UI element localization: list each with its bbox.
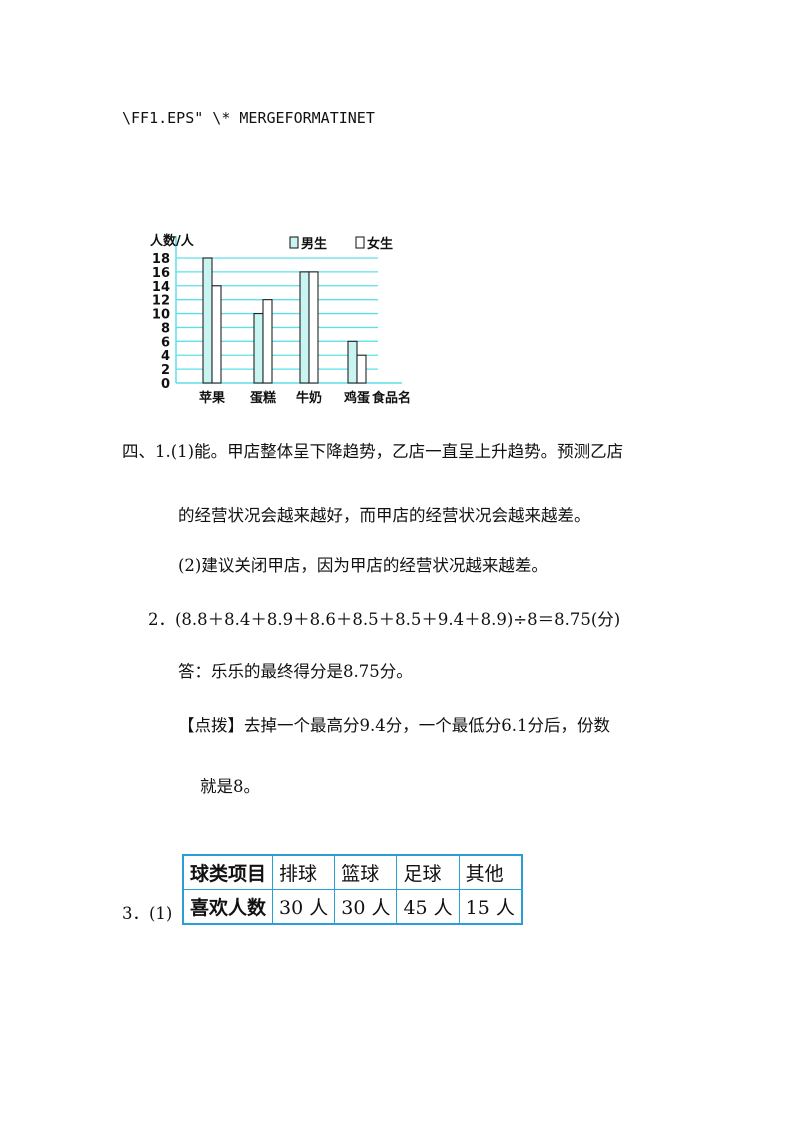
y-tick-label: 0 xyxy=(161,377,170,392)
y-tick-label: 8 xyxy=(161,321,170,336)
answer-4-1-2: (2)建议关闭甲店，因为甲店的经营状况越来越差。 xyxy=(178,556,548,575)
field-code-text: \FF1.EPS" \* MERGEFORMATINET xyxy=(122,109,375,127)
bar-boys xyxy=(202,257,213,384)
legend-label: 女生 xyxy=(367,236,393,252)
bar-girls xyxy=(262,299,273,384)
legend-label: 男生 xyxy=(301,236,327,252)
bar-girls xyxy=(356,354,367,384)
answer-4-3-label: 3．(1) xyxy=(122,904,173,923)
table-cell: 30 人 xyxy=(334,889,398,925)
legend-swatch xyxy=(355,236,365,249)
y-tick-label: 6 xyxy=(161,335,170,350)
x-tick-label: 牛奶 xyxy=(296,390,322,406)
x-tick-label: 苹果 xyxy=(199,390,225,406)
x-tick-label: 蛋糕 xyxy=(250,390,276,406)
table-header-cell: 喜欢人数 xyxy=(182,889,274,925)
bar-boys xyxy=(299,271,310,384)
y-tick-label: 18 xyxy=(152,252,170,267)
y-axis-label: 人数/人 xyxy=(150,233,195,249)
legend-swatch xyxy=(289,236,299,249)
table-cell: 其他 xyxy=(458,854,523,890)
bar-boys xyxy=(253,313,264,384)
table-row: 喜欢人数 30 人 30 人 45 人 15 人 xyxy=(182,889,523,925)
y-tick-label: 14 xyxy=(152,280,170,295)
table-cell: 30 人 xyxy=(272,889,336,925)
x-tick-label: 鸡蛋 xyxy=(343,390,370,406)
bar-boys xyxy=(347,340,358,384)
table-cell: 排球 xyxy=(272,854,336,890)
y-tick-label: 2 xyxy=(161,363,170,378)
y-tick-label: 10 xyxy=(152,308,170,323)
y-tick-label: 16 xyxy=(152,266,170,281)
table-cell: 篮球 xyxy=(334,854,398,890)
answer-4-1-1-line1: 四、1.(1)能。甲店整体呈下降趋势，乙店一直呈上升趋势。预测乙店 xyxy=(122,442,624,461)
ball-preference-table: 球类项目 排球 篮球 足球 其他 喜欢人数 30 人 30 人 45 人 15 … xyxy=(182,854,523,925)
table-cell: 45 人 xyxy=(396,889,460,925)
answer-4-2-answer: 答：乐乐的最终得分是8.75分。 xyxy=(178,662,413,681)
answer-4-2-tip-line1: 【点拨】去掉一个最高分9.4分，一个最低分6.1分后，份数 xyxy=(178,716,610,735)
y-tick-label: 12 xyxy=(152,294,170,309)
bar-girls xyxy=(308,271,319,384)
y-tick-label: 4 xyxy=(161,349,170,364)
table-header-cell: 球类项目 xyxy=(182,854,274,890)
answer-4-1-1-line2: 的经营状况会越来越好，而甲店的经营状况会越来越差。 xyxy=(178,506,591,525)
table-cell: 足球 xyxy=(396,854,460,890)
answer-4-2-tip-line2: 就是8。 xyxy=(200,777,260,796)
table-cell: 15 人 xyxy=(458,889,523,925)
answer-4-2-formula: 2．(8.8＋8.4＋8.9＋8.6＋8.5＋8.5＋9.4＋8.9)÷8＝8.… xyxy=(148,610,621,629)
table-row: 球类项目 排球 篮球 足球 其他 xyxy=(182,854,523,890)
bar-girls xyxy=(211,285,222,384)
x-axis-label: 食品名 xyxy=(372,390,411,406)
